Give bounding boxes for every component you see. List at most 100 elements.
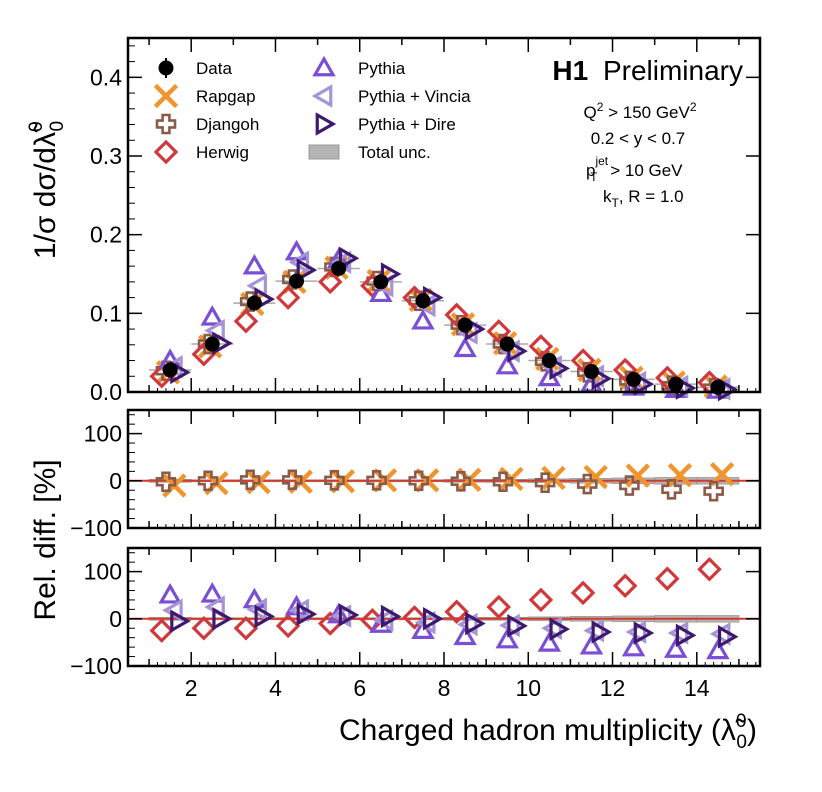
legend-label-rapgap: Rapgap [196, 87, 256, 106]
data-point [415, 293, 431, 309]
header-bold: H1 [552, 55, 588, 86]
dire-point [507, 614, 528, 638]
djangoh-point [661, 478, 682, 500]
dire-point [549, 356, 570, 381]
data-point [162, 362, 178, 378]
dire-point [212, 607, 233, 631]
herwig-point [275, 285, 301, 310]
legend-marker-vincia [311, 84, 333, 108]
herwig-point [570, 348, 596, 373]
panel-ratio-djangoh-rapgap: −100 0 100 [70, 408, 762, 541]
herwig-point [612, 573, 638, 599]
legend-marker-djangoh [155, 113, 177, 135]
data-point [289, 273, 305, 289]
pythia-point [326, 602, 351, 624]
herwig-point [486, 319, 512, 344]
djangoh-point [282, 469, 303, 491]
data-point [583, 364, 599, 380]
pythia-point [158, 582, 182, 604]
herwig-point [570, 580, 596, 606]
herwig-point [233, 308, 259, 334]
legend-marker-herwig [153, 139, 179, 165]
legend-marker-total_unc [308, 144, 340, 160]
y-tick-label: 0.4 [90, 64, 122, 90]
dire-point [717, 624, 739, 649]
dire-point [591, 620, 613, 644]
dire-point [675, 623, 697, 648]
pythia-point [663, 637, 688, 658]
condition-kt: kT, R = 1.0 [603, 187, 684, 210]
legend-label-herwig: Herwig [196, 143, 249, 162]
djangoh-point [534, 472, 556, 493]
data-point [626, 371, 642, 387]
condition-y: 0.2 < y < 0.7 [591, 129, 686, 148]
pythia-point [242, 253, 267, 275]
dire-point [296, 258, 318, 282]
legend: Data Rapgap Djangoh Herwig Pythia Pythia + Vi… [153, 55, 471, 165]
y-tick-label: −100 [70, 653, 122, 679]
pythia-point [621, 635, 646, 657]
herwig-point [149, 618, 174, 643]
x-axis-title: Charged hadron multiplicity (λ̃0 0) [339, 711, 757, 753]
y-tick-label: 0 [109, 468, 122, 494]
legend-label-vincia: Pythia + Vincia [358, 87, 471, 106]
dire-point [254, 604, 276, 629]
rapgap-point [541, 465, 566, 491]
data-point [246, 295, 262, 311]
ylabel-sub: 0 [47, 121, 68, 132]
rapgap-point [709, 462, 735, 487]
data-point [499, 336, 515, 352]
y-tick-label: 100 [84, 559, 122, 585]
dire-point [170, 609, 191, 633]
y-tick-label: 0.0 [90, 379, 122, 405]
y-tick-label: −100 [70, 515, 122, 541]
y-tick-label: 0.2 [90, 222, 122, 248]
djangoh-point [366, 470, 387, 491]
dire-point [338, 603, 360, 627]
herwig-point [655, 566, 680, 591]
x-tick-label: 6 [353, 675, 366, 701]
legend-marker-pythia [312, 55, 336, 77]
ylabel-sup: 0 [26, 121, 47, 132]
data-point [331, 260, 347, 276]
pythia-point [453, 624, 477, 646]
y-axis-title-bottom: Rel. diff. [%] [29, 459, 62, 620]
djangoh-point [197, 470, 219, 492]
data-point [457, 317, 473, 333]
series-herwig [149, 556, 722, 643]
herwig-point [528, 334, 554, 359]
y-tick-label: 0.3 [90, 143, 122, 169]
series-data [162, 260, 726, 395]
legend-label-total_unc: Total unc. [358, 143, 431, 162]
data-point [668, 376, 684, 392]
pythia-point [579, 633, 604, 655]
herwig-point [444, 599, 469, 624]
djangoh-point [576, 473, 598, 495]
herwig-point [317, 269, 343, 295]
djangoh-point [703, 480, 724, 502]
dire-point [465, 611, 486, 636]
y-tick-label: 100 [84, 421, 122, 447]
legend-label-dire: Pythia + Dire [358, 115, 456, 134]
y-tick-label: 0 [109, 606, 122, 632]
herwig-point [275, 613, 301, 639]
dire-point [296, 602, 318, 626]
pythia-point [706, 638, 730, 660]
dire-point [423, 607, 444, 631]
x-tick-label: 4 [269, 675, 282, 701]
pythia-point [453, 336, 477, 358]
y-axis-title-top: 1/σ dσ/dλ̃00 [26, 121, 68, 259]
legend-marker-rapgap [153, 83, 179, 109]
pythia-point [537, 631, 562, 652]
x-tick-label: 8 [438, 675, 451, 701]
condition-ptjet: pjet T > 10 GeV [586, 154, 683, 184]
conditions: Q2 > 150 GeV2 0.2 < y < 0.7 pjet T > 10 GeV… [583, 100, 696, 210]
legend-marker-dire [315, 112, 337, 136]
x-tick-label: 10 [515, 675, 541, 701]
ylabel-rel-diff: Rel. diff. [%] [29, 459, 62, 620]
dire-point [338, 246, 360, 271]
djangoh-point [450, 470, 472, 492]
djangoh-point [324, 470, 345, 491]
ylabel-text: 1/σ dσ/d [29, 147, 62, 259]
